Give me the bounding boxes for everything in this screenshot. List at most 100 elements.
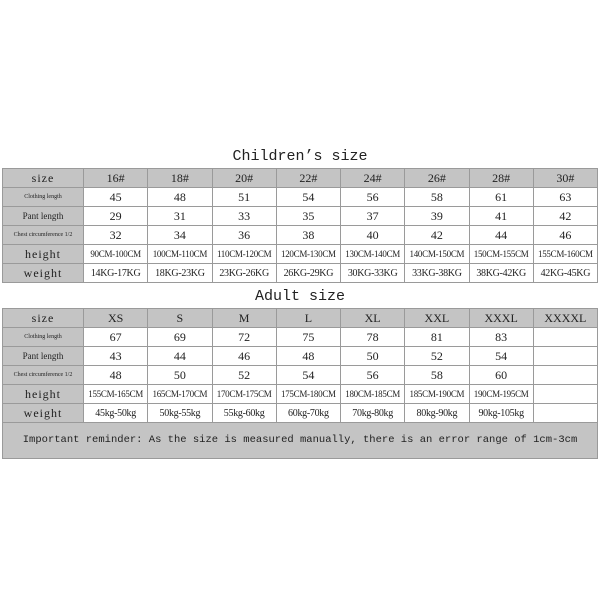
table-cell: 83	[468, 327, 534, 347]
table-cell: 45	[82, 187, 149, 207]
table-cell: 67	[82, 327, 149, 347]
table-row: Pant length 43 44 46 48 50 52 54	[2, 346, 599, 366]
table-cell: 150CM-155CM	[468, 244, 534, 264]
table-cell: 110CM-120CM	[211, 244, 277, 264]
size-header-cell: 30#	[532, 168, 599, 188]
adult-size-table: size XS S M L XL XXL XXXL XXXXL Clothing length 67…	[2, 308, 599, 423]
table-cell: 81	[404, 327, 470, 347]
size-chart: Children’s size size 16# 18# 20# 22# 24# 26# 28…	[2, 143, 599, 459]
table-cell: 165CM-170CM	[147, 384, 213, 404]
table-cell: 100CM-110CM	[147, 244, 213, 264]
table-cell	[532, 346, 599, 366]
table-row: weight 14KG-17KG 18KG-23KG 23KG-26KG 26KG-29…	[2, 263, 599, 283]
table-row: height 155CM-165CM 165CM-170CM 170CM-175CM 1…	[2, 384, 599, 404]
table-cell: 60	[468, 365, 534, 385]
size-header-cell: L	[275, 308, 342, 328]
table-cell: 63	[532, 187, 599, 207]
table-cell: 78	[339, 327, 406, 347]
table-cell	[532, 384, 599, 404]
table-row: Chest circumference 1/2 32 34 36 38 40 42 44 46	[2, 225, 599, 245]
table-cell: 38	[275, 225, 342, 245]
table-cell: 44	[147, 346, 213, 366]
table-cell: 50	[147, 365, 213, 385]
row-label: weight	[2, 403, 84, 423]
size-header-cell: XXXL	[468, 308, 534, 328]
table-cell: 33	[211, 206, 277, 226]
table-cell: 70kg-80kg	[339, 403, 406, 423]
table-cell	[532, 403, 599, 423]
table-cell: 29	[82, 206, 149, 226]
table-cell: 180CM-185CM	[339, 384, 406, 404]
header-row: size 16# 18# 20# 22# 24# 26# 28# 30#	[2, 168, 599, 188]
table-cell: 185CM-190CM	[404, 384, 470, 404]
table-cell: 60kg-70kg	[275, 403, 342, 423]
table-cell: 58	[404, 187, 470, 207]
row-label: Clothing length	[2, 187, 84, 207]
row-label: Clothing length	[2, 327, 84, 347]
table-cell: 30KG-33KG	[339, 263, 406, 283]
table-row: Chest circumference 1/2 48 50 52 54 56 58 60	[2, 365, 599, 385]
table-cell	[532, 365, 599, 385]
table-cell: 90kg-105kg	[468, 403, 534, 423]
table-cell: 58	[404, 365, 470, 385]
table-cell: 155CM-160CM	[532, 244, 599, 264]
table-cell: 48	[82, 365, 149, 385]
size-label: size	[2, 168, 84, 188]
table-cell: 170CM-175CM	[211, 384, 277, 404]
table-cell: 54	[468, 346, 534, 366]
size-header-cell: 16#	[82, 168, 149, 188]
row-label: Chest circumference 1/2	[2, 225, 84, 245]
table-cell: 190CM-195CM	[468, 384, 534, 404]
table-row: height 90CM-100CM 100CM-110CM 110CM-120CM 12…	[2, 244, 599, 264]
table-cell: 140CM-150CM	[404, 244, 470, 264]
table-cell: 155CM-165CM	[82, 384, 149, 404]
table-cell: 50kg-55kg	[147, 403, 213, 423]
children-size-title: Children’s size	[2, 143, 598, 168]
table-cell: 120CM-130CM	[275, 244, 342, 264]
table-cell: 48	[147, 187, 213, 207]
size-header-cell: 28#	[468, 168, 534, 188]
table-cell: 14KG-17KG	[82, 263, 149, 283]
table-cell: 72	[211, 327, 277, 347]
size-header-cell: XXL	[404, 308, 470, 328]
size-header-cell: 18#	[147, 168, 213, 188]
table-cell: 33KG-38KG	[404, 263, 470, 283]
table-cell: 75	[275, 327, 342, 347]
children-size-table: size 16# 18# 20# 22# 24# 26# 28# 30# Clothing len…	[2, 168, 599, 283]
size-header-cell: XXXXL	[532, 308, 599, 328]
size-header-cell: 24#	[339, 168, 406, 188]
table-cell: 38KG-42KG	[468, 263, 534, 283]
table-cell: 130CM-140CM	[339, 244, 406, 264]
table-cell: 45kg-50kg	[82, 403, 149, 423]
table-cell: 26KG-29KG	[275, 263, 342, 283]
header-row: size XS S M L XL XXL XXXL XXXXL	[2, 308, 599, 328]
size-header-cell: 20#	[211, 168, 277, 188]
row-label: weight	[2, 263, 84, 283]
size-label: size	[2, 308, 84, 328]
table-cell: 46	[532, 225, 599, 245]
table-cell: 69	[147, 327, 213, 347]
table-cell: 52	[404, 346, 470, 366]
table-cell: 52	[211, 365, 277, 385]
table-cell: 55kg-60kg	[211, 403, 277, 423]
table-cell: 56	[339, 365, 406, 385]
table-cell: 35	[275, 206, 342, 226]
table-cell: 36	[211, 225, 277, 245]
table-cell: 34	[147, 225, 213, 245]
size-header-cell: XL	[339, 308, 406, 328]
table-cell: 42	[404, 225, 470, 245]
table-row: Pant length 29 31 33 35 37 39 41 42	[2, 206, 599, 226]
table-cell: 175CM-180CM	[275, 384, 342, 404]
table-cell: 43	[82, 346, 149, 366]
table-cell: 31	[147, 206, 213, 226]
table-cell: 41	[468, 206, 534, 226]
table-cell: 37	[339, 206, 406, 226]
table-cell: 54	[275, 365, 342, 385]
row-label: Pant length	[2, 346, 84, 366]
table-cell: 18KG-23KG	[147, 263, 213, 283]
table-cell: 42KG-45KG	[532, 263, 599, 283]
table-cell: 56	[339, 187, 406, 207]
table-cell: 90CM-100CM	[82, 244, 149, 264]
table-cell: 39	[404, 206, 470, 226]
table-cell: 50	[339, 346, 406, 366]
